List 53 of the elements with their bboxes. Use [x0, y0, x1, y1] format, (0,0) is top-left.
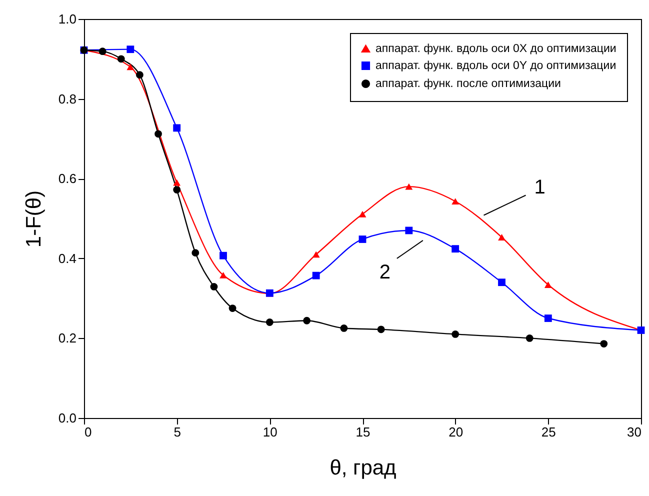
x-tick-label: 25 [541, 424, 556, 440]
point [452, 245, 460, 253]
point [544, 282, 552, 288]
annotation: 1 [534, 176, 546, 198]
point [228, 304, 236, 312]
point [117, 55, 125, 63]
point [498, 234, 506, 240]
point [405, 226, 413, 234]
point [600, 340, 608, 348]
point [544, 314, 552, 322]
legend-label: аппарат. функ. после оптимизации [376, 78, 561, 90]
point [452, 330, 460, 338]
point [358, 210, 366, 218]
annotation: 2 [379, 261, 390, 284]
point [340, 324, 348, 332]
point [220, 252, 227, 260]
point [210, 283, 218, 290]
y-tick-label: 0.8 [58, 91, 76, 106]
y-tick-label: 0.4 [58, 250, 76, 266]
legend-label: аппарат. функ. вдоль оси 0X до оптимизации [376, 42, 616, 55]
x-tick-label: 5 [174, 424, 181, 440]
point [358, 236, 366, 243]
y-tick-label: 0.2 [58, 330, 76, 346]
point [405, 183, 413, 190]
point [98, 48, 106, 56]
point [173, 124, 181, 132]
point [126, 64, 134, 70]
x-tick-label: 15 [356, 424, 370, 440]
point [173, 186, 181, 194]
point [498, 278, 506, 286]
point [192, 249, 200, 257]
point [126, 46, 134, 54]
point [154, 130, 162, 138]
y-tick-label: 0.6 [58, 171, 76, 186]
point [220, 272, 227, 278]
point [173, 179, 181, 186]
point [136, 71, 144, 79]
x-tick-label: 20 [448, 424, 464, 440]
legend-label: аппарат. функ. вдоль оси 0Y до оптимизации [376, 60, 616, 72]
point [526, 334, 534, 342]
point [303, 316, 311, 324]
y-tick-label: 1.0 [58, 12, 76, 26]
x-tick-label: 10 [262, 424, 278, 440]
y-axis-title: 1-F(θ) [22, 190, 46, 248]
point [377, 326, 385, 334]
point [266, 318, 274, 326]
x-tick-label: 0 [84, 424, 92, 440]
y-tick-label: 0.0 [58, 410, 76, 426]
x-tick-label: 30 [627, 424, 642, 440]
point [312, 251, 320, 258]
point [452, 198, 460, 205]
point [312, 272, 320, 280]
x-axis-title: θ, град [330, 456, 396, 480]
